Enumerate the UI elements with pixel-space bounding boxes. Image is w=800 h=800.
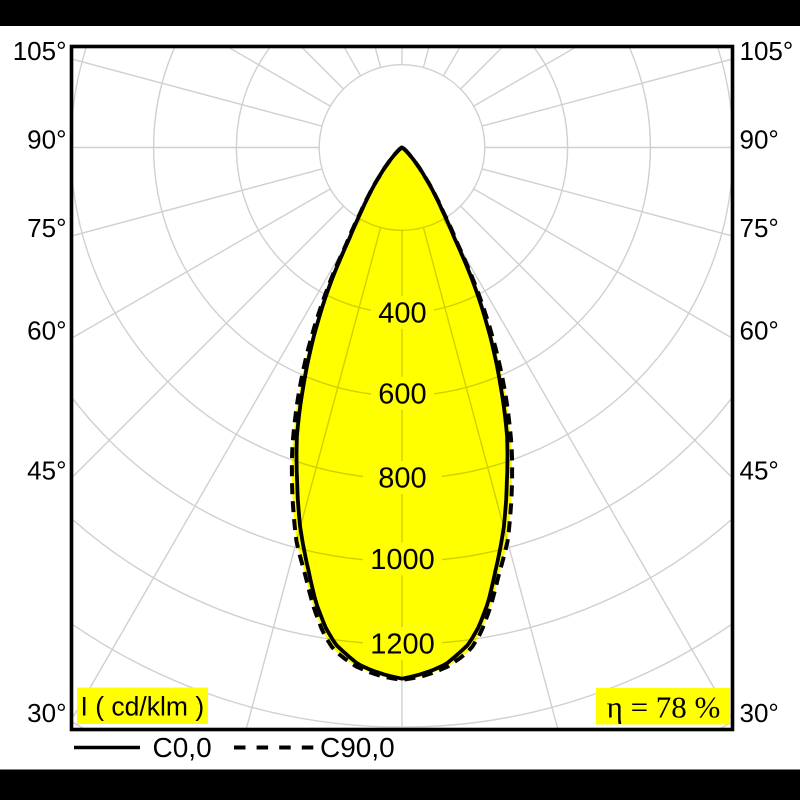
svg-text:90°: 90° — [740, 125, 779, 155]
svg-text:C0,0: C0,0 — [153, 732, 212, 763]
svg-text:800: 800 — [378, 463, 426, 495]
svg-text:I ( cd/klm ): I ( cd/klm ) — [81, 692, 205, 722]
svg-text:C90,0: C90,0 — [320, 732, 395, 763]
svg-text:η = 78 %: η = 78 % — [607, 690, 721, 725]
svg-text:105°: 105° — [13, 36, 67, 66]
svg-text:30°: 30° — [27, 698, 66, 728]
svg-text:30°: 30° — [740, 698, 779, 728]
svg-text:1000: 1000 — [370, 544, 435, 576]
svg-text:400: 400 — [378, 297, 426, 329]
svg-text:75°: 75° — [740, 213, 779, 243]
svg-text:600: 600 — [378, 378, 426, 410]
svg-text:60°: 60° — [740, 316, 779, 346]
svg-text:90°: 90° — [27, 125, 66, 155]
svg-text:1200: 1200 — [370, 629, 435, 661]
svg-text:105°: 105° — [740, 36, 794, 66]
svg-text:45°: 45° — [740, 456, 779, 486]
svg-text:75°: 75° — [27, 213, 66, 243]
svg-text:60°: 60° — [27, 316, 66, 346]
svg-text:45°: 45° — [27, 456, 66, 486]
